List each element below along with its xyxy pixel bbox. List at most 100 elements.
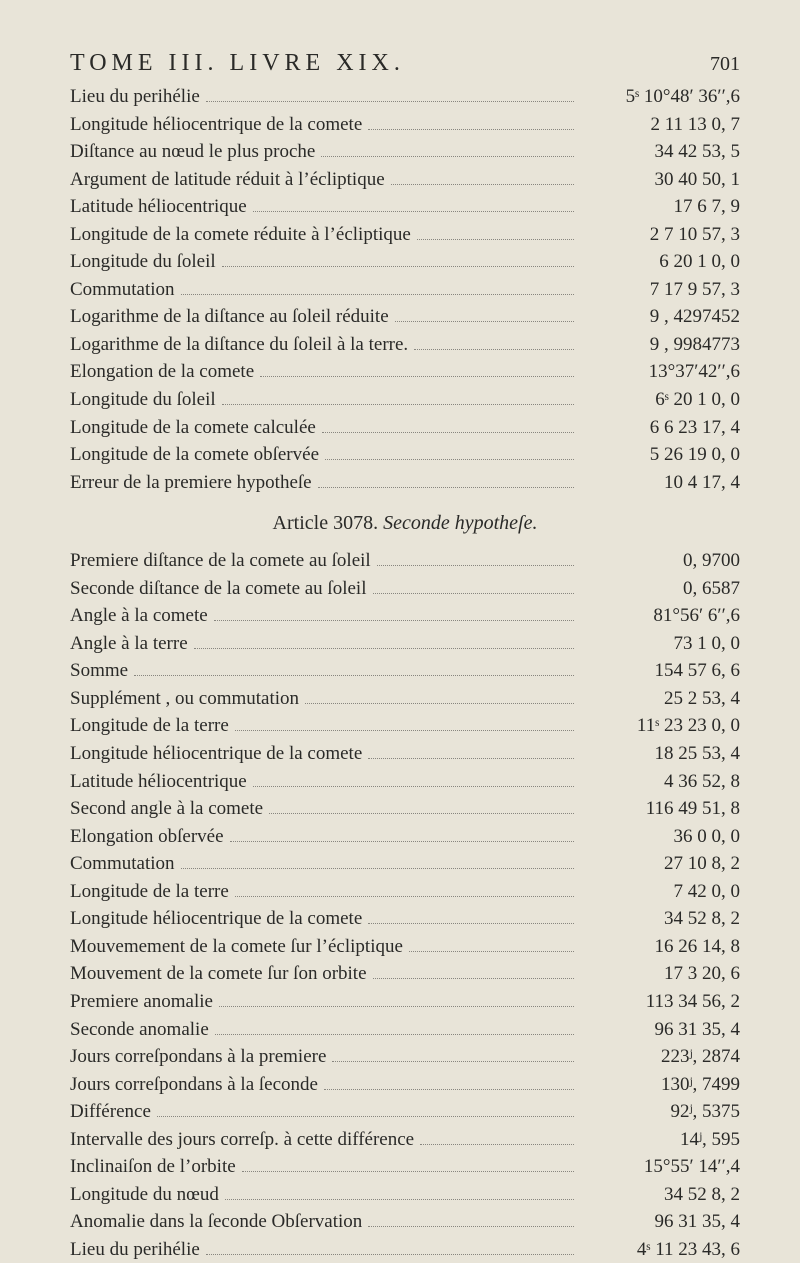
row-label: Longitude de la comete réduite à l’éclip…	[70, 221, 411, 249]
row-label: Mouvement de la comete ſur ſon orbite	[70, 960, 367, 988]
row-value: 116 49 51, 8	[580, 795, 740, 823]
leader-dots	[219, 995, 574, 1007]
row-value: 34 42 53, 5	[580, 138, 740, 166]
row-value: 17 6 7, 9	[580, 193, 740, 221]
row-label: Commutation	[70, 276, 175, 304]
row-label: Jours correſpondans à la ſeconde	[70, 1071, 318, 1099]
row-label: Latitude héliocentrique	[70, 768, 247, 796]
row-label: Mouvemement de la comete ſur l’écliptiqu…	[70, 933, 403, 961]
table-row: Longitude du nœud34 52 8, 2	[70, 1181, 740, 1209]
leader-dots	[368, 117, 574, 129]
leader-dots	[134, 664, 574, 676]
table-row: Commutation7 17 9 57, 3	[70, 276, 740, 304]
leader-dots	[395, 310, 574, 322]
leader-dots	[230, 829, 574, 841]
row-label: Anomalie dans la ſeconde Obſervation	[70, 1208, 362, 1236]
row-value: 96 31 35, 4	[580, 1016, 740, 1044]
row-value: 0, 9700	[580, 547, 740, 575]
leader-dots	[305, 692, 574, 704]
row-label: Supplément , ou commutation	[70, 685, 299, 713]
leader-dots	[235, 719, 574, 731]
table-row: Jours correſpondans à la ſeconde 130ʲ, 74…	[70, 1071, 740, 1099]
row-label: Longitude du ſoleil	[70, 248, 216, 276]
row-value: 2 11 13 0, 7	[580, 111, 740, 139]
leader-dots	[222, 393, 574, 405]
leader-dots	[420, 1132, 574, 1144]
row-value: 154 57 6, 6	[580, 657, 740, 685]
row-value: 9 , 9984773	[580, 331, 740, 359]
row-label: Lieu du perihélie	[70, 1236, 200, 1263]
leader-dots	[235, 884, 574, 896]
book-title: TOME III. LIVRE XIX.	[70, 50, 405, 77]
row-label: Second angle à la comete	[70, 795, 263, 823]
row-value: 92ʲ, 5375	[580, 1098, 740, 1126]
table-row: Inclinaiſon de l’orbite15°55′ 14′′,4	[70, 1153, 740, 1181]
leader-dots	[269, 802, 574, 814]
leader-dots	[368, 1215, 574, 1227]
table-row: Anomalie dans la ſeconde Obſervation96 3…	[70, 1208, 740, 1236]
table-row: Longitude de la comete réduite à l’éclip…	[70, 221, 740, 249]
leader-dots	[215, 1022, 574, 1034]
row-label: Premiere anomalie	[70, 988, 213, 1016]
table-row: Longitude de la comete calculée6 6 23 17…	[70, 414, 740, 442]
leader-dots	[414, 338, 574, 350]
table-row: Différence92ʲ, 5375	[70, 1098, 740, 1126]
row-label: Logarithme de la diſtance du ſoleil à la…	[70, 331, 408, 359]
table-row: Longitude héliocentrique de la comete34 …	[70, 905, 740, 933]
leader-dots	[318, 475, 574, 487]
table-row: Latitude héliocentrique17 6 7, 9	[70, 193, 740, 221]
table-row: Second angle à la comete 116 49 51, 8	[70, 795, 740, 823]
leader-dots	[206, 90, 574, 102]
row-value: 11ˢ 23 23 0, 0	[580, 712, 740, 740]
row-label: Longitude du ſoleil	[70, 386, 216, 414]
table-row: Elongation de la comete 13°37′42′′,6	[70, 358, 740, 386]
leader-dots	[409, 939, 574, 951]
article-heading: Article 3078. Seconde hypotheſe.	[70, 512, 740, 535]
leader-dots	[373, 967, 574, 979]
row-label: Diſtance au nœud le plus proche	[70, 138, 315, 166]
row-label: Intervalle des jours correſp. à cette di…	[70, 1126, 414, 1154]
row-label: Angle à la comete	[70, 602, 208, 630]
row-value: 16 26 14, 8	[580, 933, 740, 961]
leader-dots	[157, 1105, 574, 1117]
row-label: Longitude héliocentrique de la comete	[70, 740, 362, 768]
row-value: 6ˢ 20 1 0, 0	[580, 386, 740, 414]
row-label: Longitude de la terre	[70, 712, 229, 740]
table-row: Longitude du ſoleil 6ˢ 20 1 0, 0	[70, 386, 740, 414]
leader-dots	[332, 1050, 574, 1062]
leader-dots	[214, 609, 574, 621]
table-row: Longitude du ſoleil6 20 1 0, 0	[70, 248, 740, 276]
page: TOME III. LIVRE XIX. 701 Lieu du perihél…	[0, 0, 800, 1161]
table-row: Angle à la terre73 1 0, 0	[70, 630, 740, 658]
table-row: Latitude héliocentrique 4 36 52, 8	[70, 768, 740, 796]
table-row: Supplément , ou commutation25 2 53, 4	[70, 685, 740, 713]
page-number: 701	[710, 53, 740, 76]
table-row: Intervalle des jours correſp. à cette di…	[70, 1126, 740, 1154]
row-value: 6 6 23 17, 4	[580, 414, 740, 442]
row-value: 223ʲ, 2874	[580, 1043, 740, 1071]
table-row: Lieu du perihélie5ˢ 10°48′ 36′′,6	[70, 83, 740, 111]
table-block-1: Lieu du perihélie5ˢ 10°48′ 36′′,6Longitu…	[70, 83, 740, 496]
row-value: 0, 6587	[580, 575, 740, 603]
leader-dots	[181, 857, 575, 869]
leader-dots	[377, 554, 574, 566]
table-row: Mouvemement de la comete ſur l’écliptiqu…	[70, 933, 740, 961]
row-value: 14ʲ, 595	[580, 1126, 740, 1154]
row-value: 13°37′42′′,6	[580, 358, 740, 386]
row-value: 130ʲ, 7499	[580, 1071, 740, 1099]
page-header: TOME III. LIVRE XIX. 701	[70, 50, 740, 77]
row-label: Elongation obſervée	[70, 823, 224, 851]
article-title: Seconde hypotheſe.	[383, 512, 537, 534]
row-label: Logarithme de la diſtance au ſoleil rédu…	[70, 303, 389, 331]
row-value: 36 0 0, 0	[580, 823, 740, 851]
row-value: 4 36 52, 8	[580, 768, 740, 796]
table-row: Longitude de la terre 11ˢ 23 23 0, 0	[70, 712, 740, 740]
row-value: 10 4 17, 4	[580, 469, 740, 497]
row-value: 81°56′ 6′′,6	[580, 602, 740, 630]
leader-dots	[368, 747, 574, 759]
row-label: Elongation de la comete	[70, 358, 254, 386]
row-label: Premiere diſtance de la comete au ſoleil	[70, 547, 371, 575]
row-value: 34 52 8, 2	[580, 1181, 740, 1209]
table-row: Premiere diſtance de la comete au ſoleil…	[70, 547, 740, 575]
row-label: Longitude héliocentrique de la comete	[70, 111, 362, 139]
